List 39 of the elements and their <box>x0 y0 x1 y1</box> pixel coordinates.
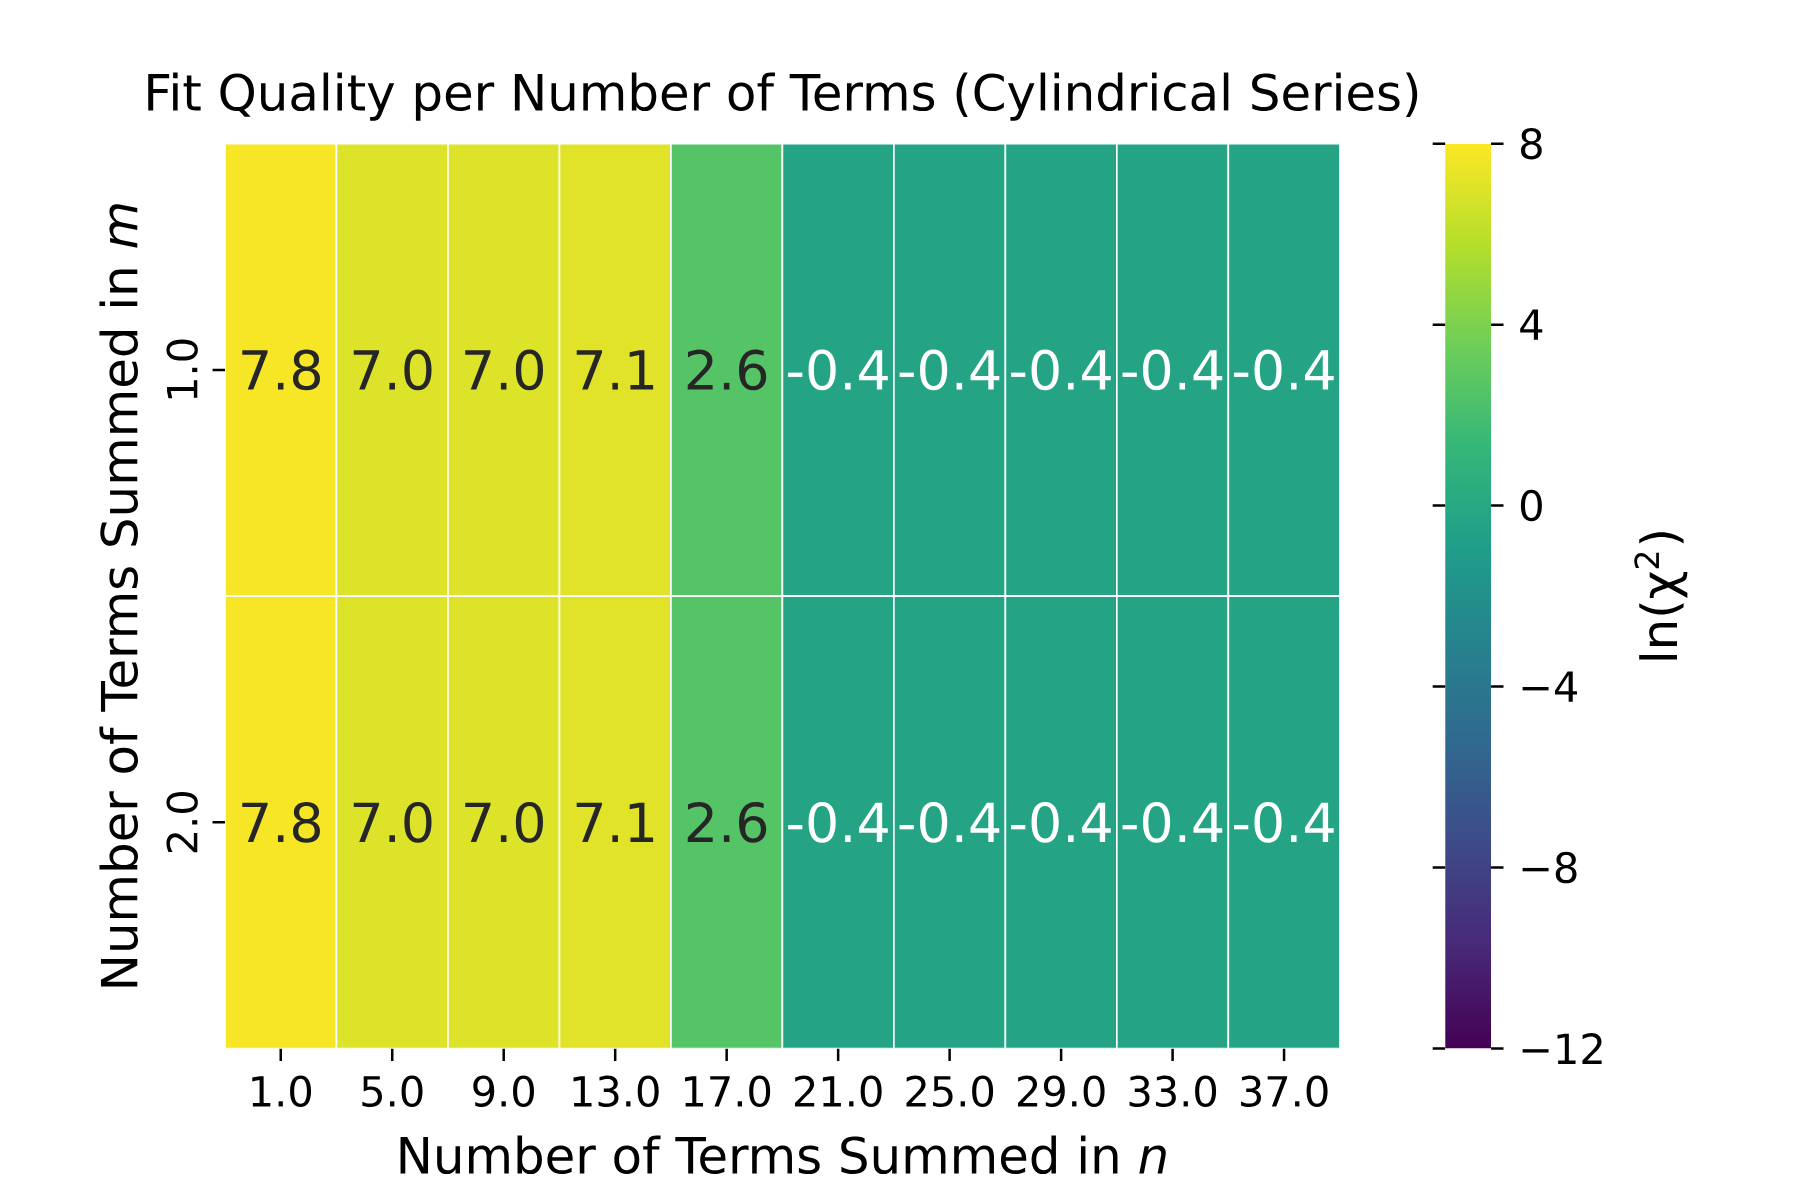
data-label: -0.4 <box>1011 349 1111 391</box>
data-label: -0.4 <box>1234 801 1334 843</box>
x-tick-label: 25.0 <box>906 1075 994 1108</box>
y-tick-label: 2.0 <box>166 792 198 853</box>
data-label: 7.0 <box>465 801 543 843</box>
x-tick-label: 21.0 <box>794 1075 882 1108</box>
color-bar-label: 8 <box>1520 127 1542 160</box>
x-tick-label: 29.0 <box>1017 1075 1105 1108</box>
data-label: 7.0 <box>353 349 432 391</box>
data-label: -0.4 <box>899 801 1000 843</box>
data-label: -0.4 <box>1122 801 1223 843</box>
x-tick-label: 17.0 <box>685 1075 771 1108</box>
chart-title: Fit Quality per Number of Terms (Cylindrical Series) <box>148 72 1418 121</box>
data-label: -0.4 <box>788 349 888 391</box>
data-label: -0.4 <box>1234 349 1334 391</box>
data-label: 7.0 <box>465 349 543 391</box>
x-tick-label: 37.0 <box>1241 1075 1328 1108</box>
data-label: 7.1 <box>576 802 654 842</box>
data-label: 7.8 <box>242 349 320 391</box>
data-label: -0.4 <box>899 349 1000 391</box>
color-bar-label: −12 <box>1522 1033 1602 1064</box>
color-bar-label: −4 <box>1522 671 1578 702</box>
color-bar-label: −8 <box>1522 851 1577 884</box>
color-bar-title: ln(χ$^{2}$) <box>1634 532 1688 660</box>
data-label: 2.6 <box>687 801 767 843</box>
x-axis-title: Number of Terms Summed in n <box>400 1135 1166 1175</box>
data-label: 7.8 <box>242 801 320 843</box>
color-bar-label: 4 <box>1520 309 1543 340</box>
data-label: -0.4 <box>1011 801 1111 843</box>
x-tick-label: 9.0 <box>473 1075 534 1108</box>
x-tick-label: 33.0 <box>1129 1075 1217 1108</box>
color-bar-label: 0 <box>1520 489 1542 522</box>
x-tick-label: 1.0 <box>252 1075 312 1108</box>
y-axis-title: Number of Terms Summed in m <box>99 204 138 987</box>
data-label: 7.0 <box>353 801 432 843</box>
data-label: -0.4 <box>788 801 888 843</box>
data-label: 7.1 <box>576 350 654 390</box>
x-tick-label: 5.0 <box>362 1075 423 1108</box>
x-tick-label: 13.0 <box>573 1075 659 1108</box>
